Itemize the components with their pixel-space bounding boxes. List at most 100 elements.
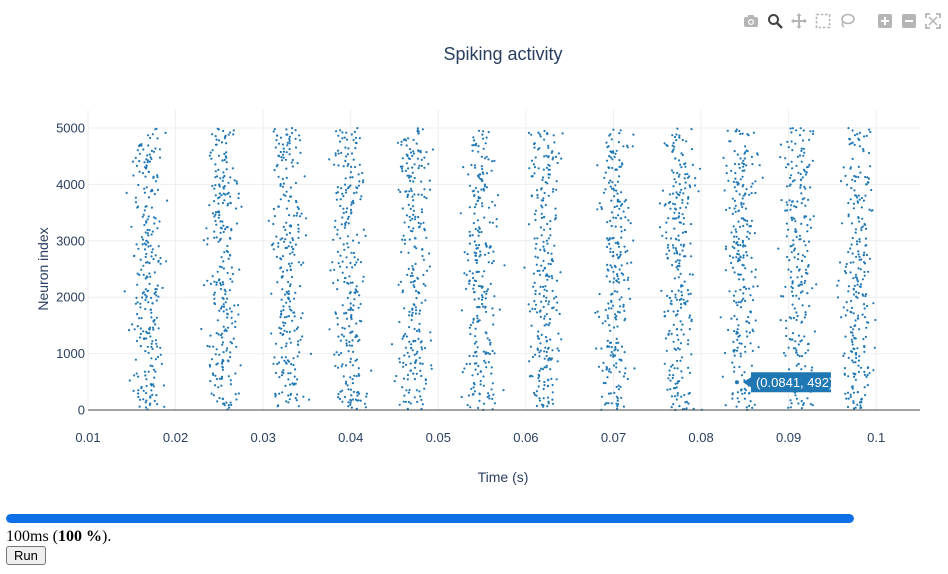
spike-point[interactable]	[872, 369, 875, 372]
spike-point[interactable]	[534, 247, 537, 250]
spike-point[interactable]	[132, 389, 135, 392]
spike-point[interactable]	[731, 266, 735, 269]
spike-point[interactable]	[493, 352, 496, 355]
spike-point[interactable]	[547, 144, 550, 147]
spike-point[interactable]	[863, 274, 866, 277]
spike-point[interactable]	[794, 394, 797, 397]
spike-point[interactable]	[282, 333, 285, 336]
spike-point[interactable]	[283, 329, 286, 332]
spike-point[interactable]	[619, 253, 622, 256]
spike-point[interactable]	[739, 244, 742, 247]
spike-point[interactable]	[616, 180, 620, 183]
spike-point[interactable]	[745, 320, 748, 323]
spike-point[interactable]	[364, 234, 367, 237]
spike-point[interactable]	[600, 206, 603, 209]
spike-point[interactable]	[542, 285, 545, 288]
spike-point[interactable]	[610, 350, 613, 354]
spike-point[interactable]	[234, 320, 237, 323]
spike-point[interactable]	[474, 259, 477, 262]
spike-point[interactable]	[801, 139, 805, 142]
spike-point[interactable]	[608, 166, 611, 169]
spike-point[interactable]	[288, 153, 291, 156]
spike-point[interactable]	[541, 178, 544, 181]
spike-point[interactable]	[671, 363, 674, 367]
spike-point[interactable]	[787, 368, 791, 371]
spike-point[interactable]	[617, 256, 620, 259]
spike-point[interactable]	[800, 259, 804, 262]
spike-point[interactable]	[753, 232, 757, 235]
spike-point[interactable]	[547, 400, 550, 403]
spike-point[interactable]	[737, 258, 740, 261]
spike-point[interactable]	[864, 175, 867, 179]
spike-point[interactable]	[144, 293, 147, 296]
spike-point[interactable]	[415, 329, 419, 333]
spike-point[interactable]	[297, 340, 300, 343]
spike-point[interactable]	[733, 150, 736, 153]
spike-point[interactable]	[231, 322, 234, 325]
spike-point[interactable]	[658, 226, 662, 229]
spike-point[interactable]	[730, 169, 733, 172]
spike-point[interactable]	[740, 389, 743, 392]
spike-point[interactable]	[742, 244, 745, 247]
spike-point[interactable]	[797, 402, 800, 405]
spike-point[interactable]	[672, 387, 676, 390]
spike-point[interactable]	[370, 369, 373, 372]
spike-point[interactable]	[480, 188, 483, 191]
spike-point[interactable]	[851, 387, 854, 390]
spike-point[interactable]	[607, 307, 611, 310]
spike-point[interactable]	[282, 156, 285, 159]
spike-point[interactable]	[684, 255, 687, 258]
spike-point[interactable]	[744, 299, 747, 302]
spike-point[interactable]	[852, 347, 855, 350]
spike-point[interactable]	[144, 374, 147, 377]
spike-point[interactable]	[538, 355, 541, 358]
spike-point[interactable]	[152, 176, 155, 179]
spike-point[interactable]	[740, 217, 743, 220]
spike-point[interactable]	[854, 231, 857, 234]
spike-point[interactable]	[801, 176, 804, 179]
spike-point[interactable]	[343, 136, 346, 139]
spike-point[interactable]	[741, 132, 744, 135]
spike-point[interactable]	[293, 253, 296, 256]
spike-point[interactable]	[145, 252, 148, 255]
spike-point[interactable]	[608, 324, 611, 327]
spike-point[interactable]	[154, 358, 157, 361]
spike-point[interactable]	[222, 359, 225, 362]
spike-point[interactable]	[483, 185, 487, 188]
spike-point[interactable]	[663, 315, 666, 318]
spike-point[interactable]	[789, 174, 793, 177]
spike-point[interactable]	[419, 395, 422, 398]
spike-point[interactable]	[798, 238, 801, 241]
spike-point[interactable]	[224, 193, 227, 196]
spike-point[interactable]	[357, 241, 360, 244]
spike-point[interactable]	[476, 174, 480, 177]
spike-point[interactable]	[533, 172, 536, 175]
spike-point[interactable]	[138, 273, 141, 276]
spike-point[interactable]	[666, 256, 669, 259]
spike-point[interactable]	[341, 400, 344, 403]
spike-point[interactable]	[419, 149, 422, 153]
spike-point[interactable]	[403, 354, 406, 357]
spike-point[interactable]	[741, 241, 745, 244]
spike-point[interactable]	[618, 298, 621, 301]
spike-point[interactable]	[478, 243, 481, 247]
spike-point[interactable]	[618, 370, 621, 373]
spike-point[interactable]	[535, 242, 538, 246]
spike-point[interactable]	[725, 208, 728, 211]
spike-point[interactable]	[491, 200, 494, 203]
spike-point[interactable]	[145, 378, 148, 381]
spike-point[interactable]	[670, 365, 673, 368]
spike-point[interactable]	[682, 333, 685, 336]
spike-point[interactable]	[276, 163, 279, 166]
spike-point[interactable]	[336, 186, 339, 189]
spike-point[interactable]	[788, 199, 791, 202]
spike-point[interactable]	[757, 346, 760, 349]
spike-point[interactable]	[482, 172, 485, 175]
spike-point[interactable]	[680, 166, 683, 169]
spike-point[interactable]	[344, 191, 348, 194]
spike-point[interactable]	[420, 208, 423, 211]
spike-point[interactable]	[672, 340, 675, 343]
spike-point[interactable]	[663, 310, 666, 313]
spike-point[interactable]	[527, 131, 531, 134]
spike-point[interactable]	[863, 373, 867, 376]
